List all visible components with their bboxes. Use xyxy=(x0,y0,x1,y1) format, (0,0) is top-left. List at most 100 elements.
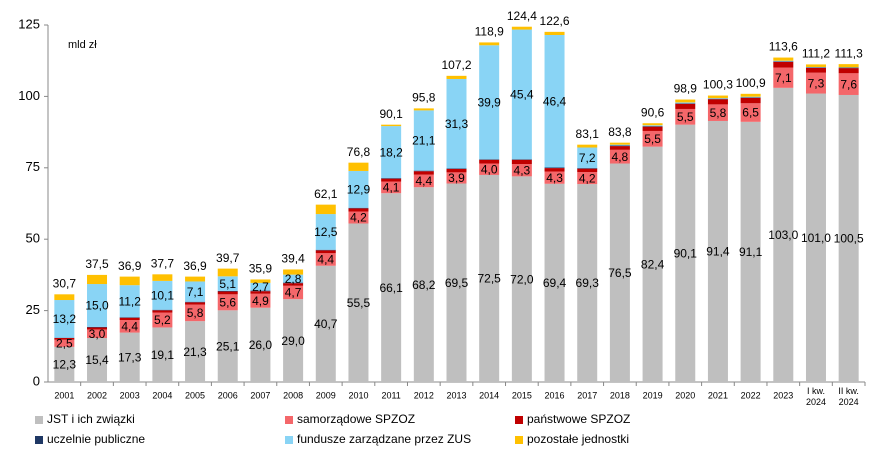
bar-segment xyxy=(838,68,859,74)
bar-segment xyxy=(773,57,794,61)
bar-segment xyxy=(54,294,75,301)
y-tick-label: 75 xyxy=(26,159,40,174)
bar-segment xyxy=(381,181,402,194)
value-label: 66,1 xyxy=(379,281,403,295)
bar-segment xyxy=(446,168,467,173)
legend-label: uczelnie publiczne xyxy=(47,432,145,446)
bar-segment xyxy=(413,171,434,175)
bar-segment xyxy=(315,250,336,254)
bar-segment xyxy=(152,312,173,328)
bar-segment xyxy=(642,126,663,131)
x-tick-label: 2017 xyxy=(577,390,597,400)
bar-segment xyxy=(642,130,663,147)
value-label: 5,8 xyxy=(187,306,204,320)
x-tick-label: 2004 xyxy=(152,390,172,400)
bar-segment xyxy=(250,290,271,292)
value-label: 46,4 xyxy=(543,94,567,108)
x-tick-label: 2007 xyxy=(250,390,270,400)
bar-segment xyxy=(838,94,859,383)
bar-segment xyxy=(675,103,696,104)
bar-segment xyxy=(283,283,304,286)
bar-segment xyxy=(413,187,434,382)
bar-segment xyxy=(250,307,271,382)
value-label: 19,1 xyxy=(151,348,175,362)
value-label: 25,1 xyxy=(216,339,240,353)
bar-segment xyxy=(315,214,336,250)
total-label: 113,6 xyxy=(769,40,798,54)
total-label: 83,1 xyxy=(576,127,600,141)
total-label: 62,1 xyxy=(314,187,338,201)
bar-segment xyxy=(446,183,467,382)
bar-segment xyxy=(577,168,598,169)
bar-segment xyxy=(609,144,630,146)
x-tick-label: 2019 xyxy=(643,390,663,400)
bar-segment xyxy=(707,98,728,100)
bar-segment xyxy=(87,338,108,382)
value-label: 7,6 xyxy=(840,77,857,91)
x-tick-label: 2023 xyxy=(773,390,793,400)
bar-segment xyxy=(283,282,304,284)
bar-segment xyxy=(185,301,206,303)
legend-swatch xyxy=(515,416,523,424)
bar-segment xyxy=(740,96,761,98)
bar-segment xyxy=(348,211,369,224)
bar-segment xyxy=(642,126,663,127)
bar-segment xyxy=(740,121,761,383)
x-tick-label: II kw. 2024 xyxy=(838,386,859,407)
y-tick-label: 25 xyxy=(26,302,40,317)
x-tick-label: 2011 xyxy=(381,390,400,400)
bar-segment xyxy=(773,61,794,62)
bar-segment xyxy=(381,178,402,179)
total-label: 111,2 xyxy=(802,47,831,61)
value-label: 18,2 xyxy=(379,145,403,159)
total-label: 39,7 xyxy=(216,251,240,265)
value-label: 69,4 xyxy=(543,276,567,290)
bar-segment xyxy=(805,72,826,94)
bar-segment xyxy=(87,327,108,330)
bar-segment xyxy=(511,159,532,165)
value-label: 40,7 xyxy=(314,317,338,331)
value-label: 4,2 xyxy=(579,171,596,185)
value-label: 4,2 xyxy=(350,211,367,225)
value-label: 5,5 xyxy=(677,110,694,124)
bar-segment xyxy=(479,42,500,46)
bar-segment xyxy=(805,67,826,73)
bar-segment xyxy=(609,145,630,147)
bar-segment xyxy=(511,159,532,160)
bar-segment xyxy=(413,108,434,111)
bar-segment xyxy=(283,269,304,275)
bar-segment xyxy=(119,320,140,333)
total-label: 122,6 xyxy=(540,14,570,28)
bar-segment xyxy=(642,123,663,126)
bar-segment xyxy=(87,274,108,285)
bar-segment xyxy=(250,293,271,308)
value-label: 101,0 xyxy=(801,231,831,245)
value-label: 15,4 xyxy=(85,353,109,367)
value-label: 13,2 xyxy=(53,312,77,326)
bar-segment xyxy=(217,294,238,311)
bar-segment xyxy=(381,193,402,382)
bar-segment xyxy=(446,172,467,184)
value-label: 5,6 xyxy=(219,295,236,309)
bar-segment xyxy=(577,172,598,185)
total-label: 111,3 xyxy=(835,46,864,60)
bar-segment xyxy=(577,144,598,148)
bar-segment xyxy=(544,171,565,184)
x-tick-label: 2013 xyxy=(446,390,466,400)
bar-segment xyxy=(283,274,304,283)
bar-segment xyxy=(119,276,140,286)
x-tick-line: 2024 xyxy=(806,397,826,407)
bar-segment xyxy=(707,98,728,99)
value-label: 12,3 xyxy=(53,358,77,372)
total-label: 118,9 xyxy=(475,25,504,39)
total-label: 37,7 xyxy=(151,257,175,271)
legend-swatch xyxy=(285,416,293,424)
total-label: 100,9 xyxy=(736,76,766,90)
bar-segment xyxy=(54,338,75,340)
value-label: 5,5 xyxy=(644,132,661,146)
bar-segment xyxy=(805,64,826,67)
y-tick-label: 100 xyxy=(18,88,40,103)
bar-segment xyxy=(577,168,598,173)
value-label: 21,3 xyxy=(183,345,207,359)
